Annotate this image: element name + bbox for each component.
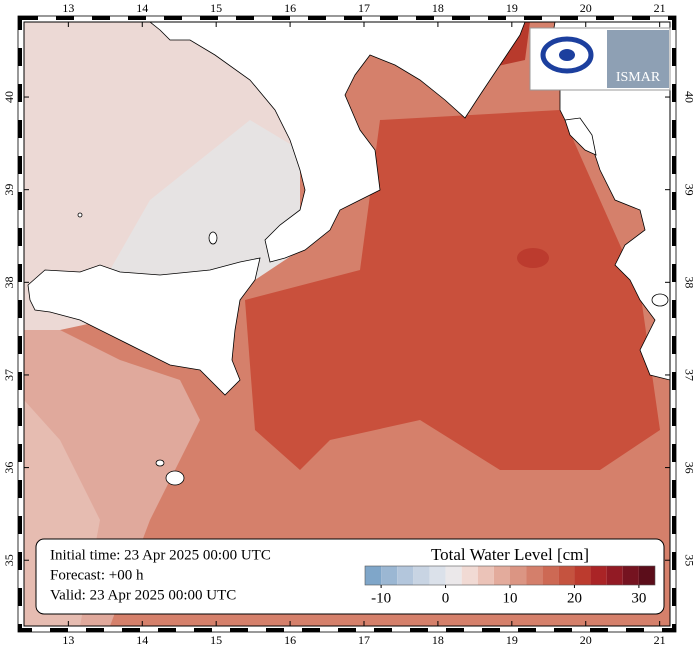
colorbar-tick-label: 0 bbox=[442, 590, 450, 606]
logo-left-core bbox=[559, 49, 575, 61]
italy bbox=[149, 22, 526, 263]
map-area bbox=[24, 22, 670, 626]
sea-region bbox=[517, 248, 549, 268]
island bbox=[155, 459, 165, 467]
lat-label-right: 37 bbox=[682, 369, 696, 381]
lon-label-bottom: 16 bbox=[284, 633, 296, 647]
sea-region bbox=[245, 110, 660, 470]
lat-label-left: 36 bbox=[2, 462, 16, 474]
lat-label-right: 38 bbox=[682, 276, 696, 288]
lon-label-top: 15 bbox=[210, 1, 222, 15]
sea-region bbox=[110, 120, 300, 290]
colorbar-swatch bbox=[622, 566, 639, 585]
colorbar-title: Total Water Level [cm] bbox=[431, 545, 589, 564]
colorbar-swatch bbox=[638, 566, 655, 585]
lon-label-bottom: 15 bbox=[210, 633, 222, 647]
colorbar-swatch bbox=[558, 566, 575, 585]
plot-border bbox=[23, 21, 671, 627]
colorbar-swatch bbox=[510, 566, 527, 585]
lat-label-left: 37 bbox=[2, 369, 16, 381]
colorbar-swatch bbox=[429, 566, 446, 585]
lon-label-top: 17 bbox=[358, 1, 370, 15]
lon-label-bottom: 20 bbox=[580, 633, 592, 647]
greece bbox=[549, 22, 670, 381]
colorbar-swatch bbox=[606, 566, 623, 585]
lat-label-left: 38 bbox=[2, 276, 16, 288]
lat-label-right: 39 bbox=[682, 184, 696, 196]
lon-label-top: 16 bbox=[284, 1, 296, 15]
colorbar-swatch bbox=[493, 566, 510, 585]
lat-label-left: 40 bbox=[2, 91, 16, 103]
forecast: Forecast: +00 h bbox=[50, 567, 144, 583]
lon-label-top: 21 bbox=[654, 1, 666, 15]
lon-label-top: 20 bbox=[580, 1, 592, 15]
lon-label-top: 14 bbox=[136, 1, 148, 15]
lon-label-top: 18 bbox=[432, 1, 444, 15]
logo-right bbox=[607, 30, 669, 88]
legend-box bbox=[35, 538, 665, 615]
lon-label-bottom: 17 bbox=[358, 633, 370, 647]
island bbox=[651, 293, 669, 307]
colorbar-tick-label: 30 bbox=[631, 590, 646, 606]
lat-label-right: 36 bbox=[682, 462, 696, 474]
colorbar-tick-label: -10 bbox=[371, 590, 391, 606]
island bbox=[165, 470, 185, 486]
initial-time: Initial time: 23 Apr 2025 00:00 UTC bbox=[50, 547, 271, 563]
colorbar-swatch bbox=[397, 566, 414, 585]
island bbox=[77, 212, 83, 218]
logos: ISMAR bbox=[529, 27, 671, 91]
land bbox=[27, 22, 670, 486]
lat-label-right: 35 bbox=[682, 554, 696, 566]
colorbar-swatch bbox=[413, 566, 430, 585]
lat-label-right: 40 bbox=[682, 91, 696, 103]
colorbar-swatch bbox=[526, 566, 543, 585]
lat-label-left: 35 bbox=[2, 554, 16, 566]
lon-label-bottom: 13 bbox=[62, 633, 74, 647]
colorbar-swatch bbox=[477, 566, 494, 585]
colorbar-tick-label: 10 bbox=[503, 590, 518, 606]
lon-label-bottom: 14 bbox=[136, 633, 148, 647]
lon-label-top: 13 bbox=[62, 1, 74, 15]
island bbox=[564, 117, 597, 156]
colorbar-tick-label: 20 bbox=[567, 590, 582, 606]
colorbar-swatch bbox=[365, 566, 382, 585]
colorbar-swatch bbox=[590, 566, 607, 585]
colorbar-swatch bbox=[445, 566, 462, 585]
colorbar-swatch bbox=[381, 566, 398, 585]
frame-outline bbox=[17, 15, 677, 633]
colorbar-swatch bbox=[461, 566, 478, 585]
logo-left bbox=[540, 36, 594, 74]
info-box: Initial time: 23 Apr 2025 00:00 UTC Fore… bbox=[35, 538, 665, 615]
lat-label-left: 39 bbox=[2, 184, 16, 196]
valid-time: Valid: 23 Apr 2025 00:00 UTC bbox=[50, 587, 236, 603]
colorbar-swatch bbox=[542, 566, 559, 585]
lon-label-bottom: 19 bbox=[506, 633, 518, 647]
logo-text: ISMAR bbox=[616, 70, 661, 85]
lon-label-top: 19 bbox=[506, 1, 518, 15]
frame bbox=[18, 16, 676, 632]
island bbox=[208, 231, 218, 245]
sicily bbox=[27, 257, 261, 396]
lon-label-bottom: 21 bbox=[654, 633, 666, 647]
lon-label-bottom: 18 bbox=[432, 633, 444, 647]
colorbar: -10 0 10 20 30 bbox=[364, 565, 656, 606]
colorbar-swatch bbox=[574, 566, 591, 585]
